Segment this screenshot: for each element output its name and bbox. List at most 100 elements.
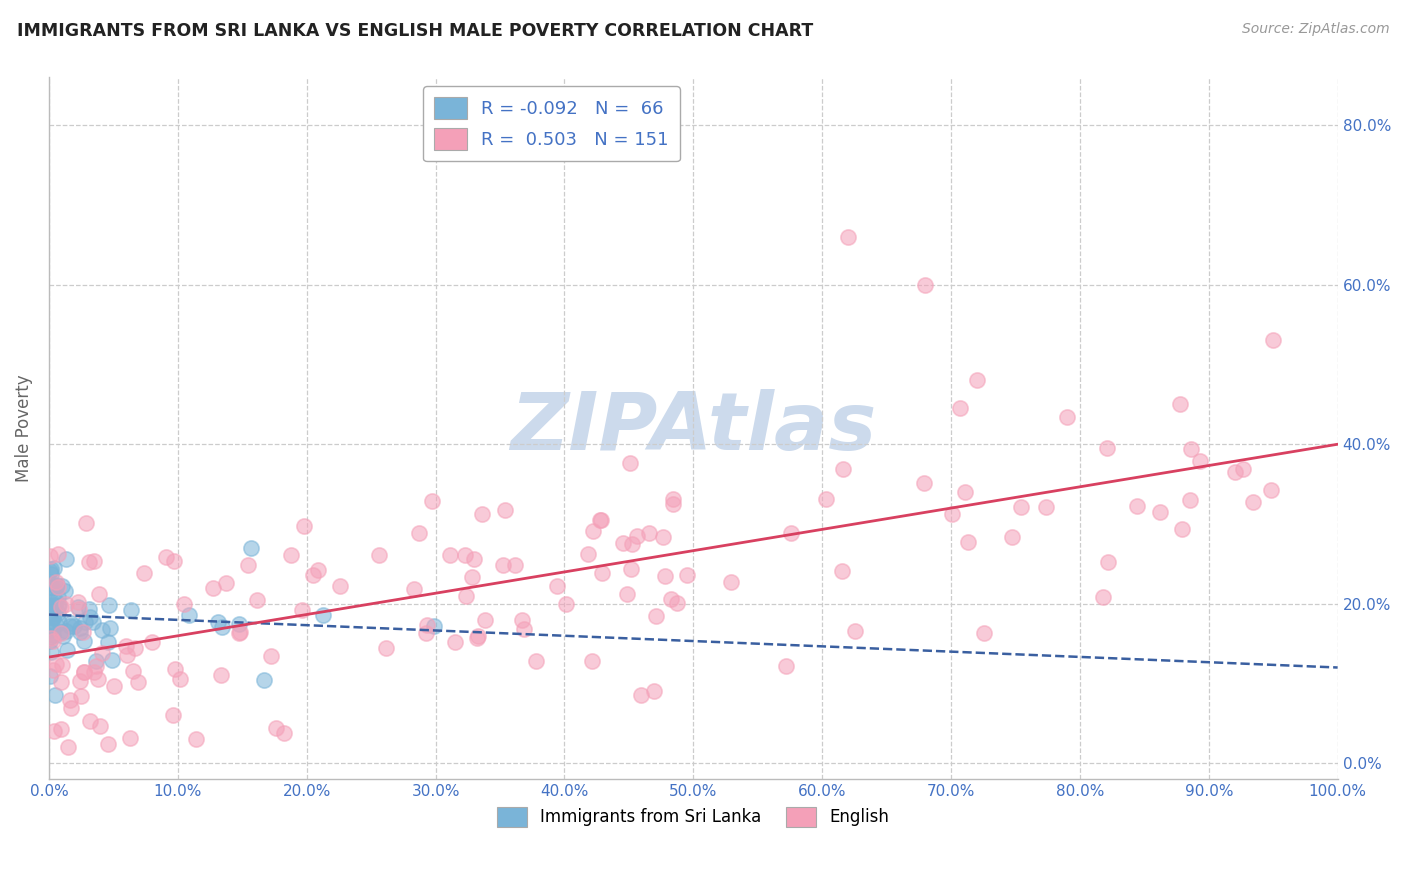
Point xyxy=(1092,590,1115,604)
Point xyxy=(832,462,855,476)
Point xyxy=(619,456,641,470)
Point xyxy=(114,639,136,653)
Point xyxy=(973,626,995,640)
Point xyxy=(576,547,599,561)
Point xyxy=(45,579,67,593)
Point xyxy=(620,537,643,551)
Point xyxy=(1180,442,1202,456)
Point xyxy=(228,616,250,631)
Point xyxy=(41,581,63,595)
Point xyxy=(555,597,578,611)
Point xyxy=(41,628,63,642)
Point xyxy=(67,602,90,616)
Point xyxy=(51,657,73,672)
Point xyxy=(638,525,661,540)
Point xyxy=(661,496,683,510)
Point xyxy=(1189,454,1212,468)
Point xyxy=(45,575,67,590)
Point xyxy=(72,625,94,640)
Point xyxy=(202,581,225,595)
Point xyxy=(302,567,325,582)
Point xyxy=(215,576,238,591)
Text: Source: ZipAtlas.com: Source: ZipAtlas.com xyxy=(1241,22,1389,37)
Point xyxy=(467,629,489,643)
Point xyxy=(280,548,302,562)
Point xyxy=(374,640,396,655)
Point xyxy=(97,634,120,648)
Point xyxy=(39,669,62,683)
Point xyxy=(132,566,155,580)
Text: IMMIGRANTS FROM SRI LANKA VS ENGLISH MALE POVERTY CORRELATION CHART: IMMIGRANTS FROM SRI LANKA VS ENGLISH MAL… xyxy=(17,22,813,40)
Point xyxy=(49,624,72,639)
Point xyxy=(510,613,533,627)
Point xyxy=(60,701,83,715)
Point xyxy=(83,553,105,567)
Point xyxy=(115,648,138,662)
Point xyxy=(49,722,72,736)
Point xyxy=(470,507,492,521)
Point xyxy=(155,550,177,565)
Point xyxy=(626,528,648,542)
Point xyxy=(949,401,972,416)
Point xyxy=(404,582,426,597)
Point xyxy=(941,507,963,521)
Point xyxy=(79,609,101,624)
Point xyxy=(966,373,988,387)
Point xyxy=(503,558,526,573)
Point xyxy=(591,566,613,580)
Point xyxy=(39,630,62,644)
Point xyxy=(1168,397,1191,411)
Point xyxy=(665,596,688,610)
Point xyxy=(69,621,91,635)
Point xyxy=(461,570,484,584)
Point xyxy=(329,578,352,592)
Point xyxy=(1095,442,1118,456)
Point xyxy=(53,584,76,599)
Point xyxy=(103,679,125,693)
Point xyxy=(463,551,485,566)
Point xyxy=(97,738,120,752)
Point xyxy=(439,549,461,563)
Point xyxy=(120,731,142,746)
Point xyxy=(659,591,682,606)
Point xyxy=(44,593,66,607)
Point xyxy=(141,635,163,649)
Point xyxy=(39,577,62,591)
Point xyxy=(51,675,73,690)
Point xyxy=(616,587,638,601)
Point xyxy=(264,721,287,735)
Point xyxy=(207,615,229,629)
Point xyxy=(72,665,94,680)
Point xyxy=(90,646,112,660)
Point xyxy=(59,618,82,632)
Point xyxy=(56,642,79,657)
Point xyxy=(42,663,65,677)
Point xyxy=(48,615,70,630)
Point xyxy=(39,562,62,576)
Point xyxy=(46,606,69,620)
Point xyxy=(56,739,79,754)
Point xyxy=(1149,505,1171,519)
Point xyxy=(582,524,605,538)
Point xyxy=(75,516,97,531)
Point xyxy=(1056,410,1078,425)
Point xyxy=(651,530,673,544)
Point xyxy=(89,587,111,601)
Point xyxy=(124,640,146,655)
Point xyxy=(179,607,201,622)
Point xyxy=(953,484,976,499)
Point xyxy=(41,620,63,634)
Point xyxy=(420,493,443,508)
Point xyxy=(77,602,100,616)
Point xyxy=(775,658,797,673)
Point xyxy=(546,579,568,593)
Point xyxy=(1223,465,1246,479)
Point xyxy=(814,492,837,507)
Point xyxy=(82,615,104,629)
Point xyxy=(42,599,65,613)
Point xyxy=(101,653,124,667)
Point xyxy=(780,525,803,540)
Point xyxy=(39,606,62,620)
Point xyxy=(831,564,853,578)
Point xyxy=(62,619,84,633)
